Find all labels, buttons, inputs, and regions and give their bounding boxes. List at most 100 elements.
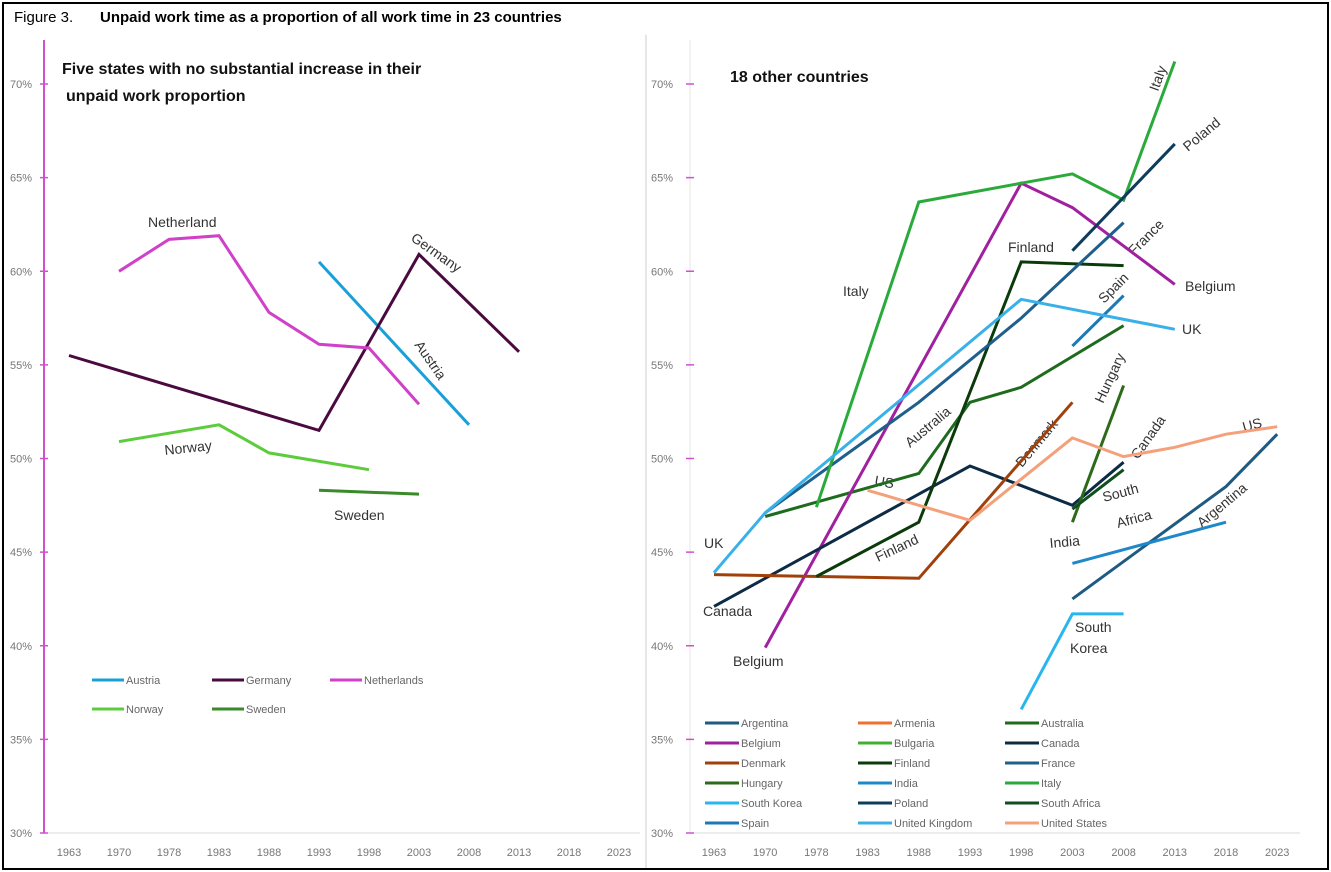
x-tick-label: 1998 — [1009, 847, 1033, 859]
y-tick-label: 65% — [10, 173, 32, 185]
figure-label: Figure 3. — [14, 9, 73, 26]
x-tick-label: 1988 — [907, 847, 931, 859]
legend-label: Italy — [1041, 778, 1062, 790]
y-tick-label: 35% — [10, 734, 32, 746]
x-tick-label: 1983 — [207, 847, 231, 859]
series-line-austria — [317, 260, 471, 426]
annotation: Norway — [164, 437, 213, 458]
series-line-south-africa — [1071, 468, 1125, 511]
legend-label: Australia — [1041, 718, 1085, 730]
annotation: Finland — [1008, 239, 1054, 255]
series-line-united-kingdom — [712, 297, 1176, 574]
x-tick-label: 2018 — [557, 847, 581, 859]
legend-label: Spain — [741, 818, 769, 830]
series-line-united-states — [867, 425, 1278, 522]
y-tick-label: 55% — [651, 360, 673, 372]
right-chart-title: 18 other countries — [730, 69, 869, 86]
x-tick-label: 1983 — [855, 847, 879, 859]
y-tick-label: 30% — [10, 828, 32, 840]
x-tick-label: 2018 — [1214, 847, 1238, 859]
legend-label: Belgium — [741, 738, 781, 750]
annotation: South — [1075, 619, 1112, 635]
annotation: UK — [1182, 321, 1202, 337]
annotation: Belgium — [1185, 278, 1236, 294]
x-tick-label: 2023 — [607, 847, 631, 859]
x-tick-label: 2013 — [507, 847, 531, 859]
series-line-canada — [713, 461, 1125, 608]
legend-label: Denmark — [741, 758, 786, 770]
series-line-finland — [815, 260, 1124, 578]
x-tick-label: 2008 — [457, 847, 481, 859]
x-tick-label: 2013 — [1163, 847, 1187, 859]
legend-label: Germany — [246, 675, 292, 687]
series-line-norway — [118, 423, 370, 472]
annotation: Korea — [1070, 640, 1108, 656]
x-tick-label: 1970 — [107, 847, 131, 859]
legend-label: Armenia — [894, 718, 936, 730]
y-tick-label: 40% — [651, 641, 673, 653]
legend-label: Canada — [1041, 738, 1080, 750]
x-tick-label: 1998 — [357, 847, 381, 859]
y-tick-label: 45% — [10, 547, 32, 559]
x-tick-label: 1963 — [57, 847, 81, 859]
series-line-belgium — [763, 181, 1176, 649]
y-tick-label: 60% — [10, 266, 32, 278]
series-line-netherlands — [118, 234, 421, 406]
x-tick-label: 2003 — [407, 847, 431, 859]
x-tick-label: 1970 — [753, 847, 777, 859]
legend-label: United States — [1041, 818, 1108, 830]
left-chart-title-line2: unpaid work proportion — [66, 88, 246, 105]
legend-label: Sweden — [246, 704, 286, 716]
y-tick-label: 65% — [651, 173, 673, 185]
x-tick-label: 2003 — [1060, 847, 1084, 859]
series-line-australia — [764, 324, 1125, 518]
y-tick-label: 60% — [651, 266, 673, 278]
series-line-sweden — [318, 488, 420, 496]
series-line-spain — [1071, 294, 1125, 348]
annotation: India — [1049, 532, 1081, 551]
series-line-hungary — [1070, 384, 1126, 523]
legend-label: Austria — [126, 675, 161, 687]
series-line-italy — [814, 60, 1177, 508]
x-tick-label: 2008 — [1111, 847, 1135, 859]
legend-label: Finland — [894, 758, 930, 770]
x-tick-label: 1988 — [257, 847, 281, 859]
y-tick-label: 70% — [651, 79, 673, 91]
legend-label: Norway — [126, 704, 164, 716]
y-tick-label: 30% — [651, 828, 673, 840]
legend-label: Poland — [894, 798, 928, 810]
x-tick-label: 1963 — [702, 847, 726, 859]
legend-label: France — [1041, 758, 1075, 770]
x-tick-label: 1993 — [958, 847, 982, 859]
annotation: Canada — [703, 603, 752, 619]
y-tick-label: 40% — [10, 641, 32, 653]
legend-label: India — [894, 778, 919, 790]
legend-label: South Africa — [1041, 798, 1101, 810]
series-line-denmark — [713, 401, 1074, 580]
legend-label: Hungary — [741, 778, 783, 790]
y-tick-label: 35% — [651, 734, 673, 746]
legend-label: Argentina — [741, 718, 789, 730]
x-tick-label: 1978 — [804, 847, 828, 859]
legend: Austria Germany Netherlands Norway Sweden — [92, 675, 424, 716]
annotation: Belgium — [733, 653, 784, 669]
y-tick-label: 50% — [651, 454, 673, 466]
annotation: Netherland — [148, 214, 217, 230]
series-line-south-korea — [1019, 612, 1124, 711]
legend-label: United Kingdom — [894, 818, 972, 830]
series-line-germany — [68, 251, 521, 433]
figure-title: Unpaid work time as a proportion of all … — [100, 9, 562, 26]
series-line-argentina — [1071, 433, 1279, 601]
legend: Argentina Armenia Australia Belgium Bulgaria… — [705, 718, 1108, 830]
left-chart-title: Five states with no substantial increase… — [62, 61, 421, 78]
x-tick-label: 2023 — [1265, 847, 1289, 859]
legend-label: Bulgaria — [894, 738, 935, 750]
annotation: UK — [704, 535, 724, 551]
y-tick-label: 70% — [10, 79, 32, 91]
annotation: Italy — [843, 283, 869, 299]
legend-label: Netherlands — [364, 675, 424, 687]
series-line-france — [764, 221, 1125, 515]
x-tick-label: 1993 — [307, 847, 331, 859]
